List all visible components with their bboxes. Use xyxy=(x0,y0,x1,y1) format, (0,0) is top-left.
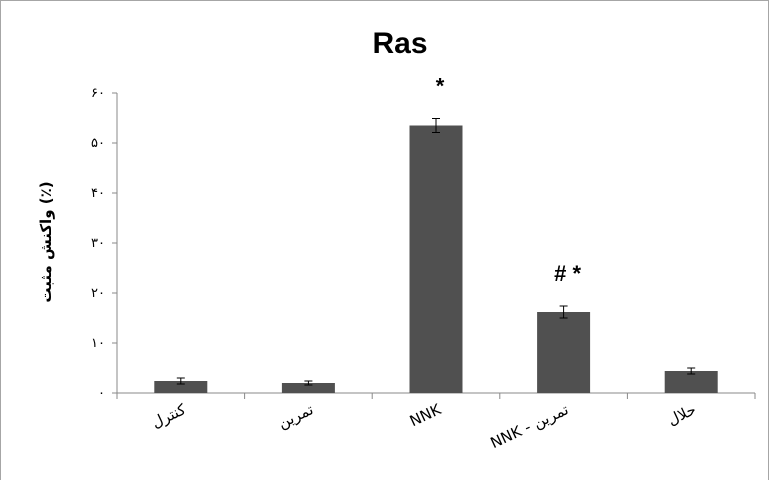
bar xyxy=(409,125,463,393)
x-category-label: NNK xyxy=(407,400,445,430)
x-category-label: NNK - تمرین xyxy=(488,400,572,452)
y-tick-label: ۴۰ xyxy=(91,186,105,201)
y-tick-label: ۲۰ xyxy=(91,286,105,301)
y-tick-label: ۳۰ xyxy=(91,236,105,251)
bar xyxy=(537,312,591,393)
x-category-label: کنترل xyxy=(149,400,189,432)
y-axis-label: واکنش مثبت (٪) xyxy=(37,181,55,302)
y-tick-label: ۰ xyxy=(98,386,105,401)
significance-marker: # * xyxy=(554,261,581,286)
chart-title: Ras xyxy=(372,27,427,60)
bar xyxy=(281,383,335,393)
y-tick-label: ۱۰ xyxy=(91,336,105,351)
bar xyxy=(154,381,208,393)
y-tick-label: ۶۰ xyxy=(91,86,105,101)
significance-marker: * xyxy=(436,74,445,99)
bars: کنترل تمرین * NNK # * NNK - تمرین حلال xyxy=(149,74,718,452)
y-tick-label: ۵۰ xyxy=(91,136,105,151)
bar xyxy=(664,371,718,393)
x-category-label: تمرین xyxy=(275,400,316,432)
x-category-label: حلال xyxy=(665,400,699,429)
